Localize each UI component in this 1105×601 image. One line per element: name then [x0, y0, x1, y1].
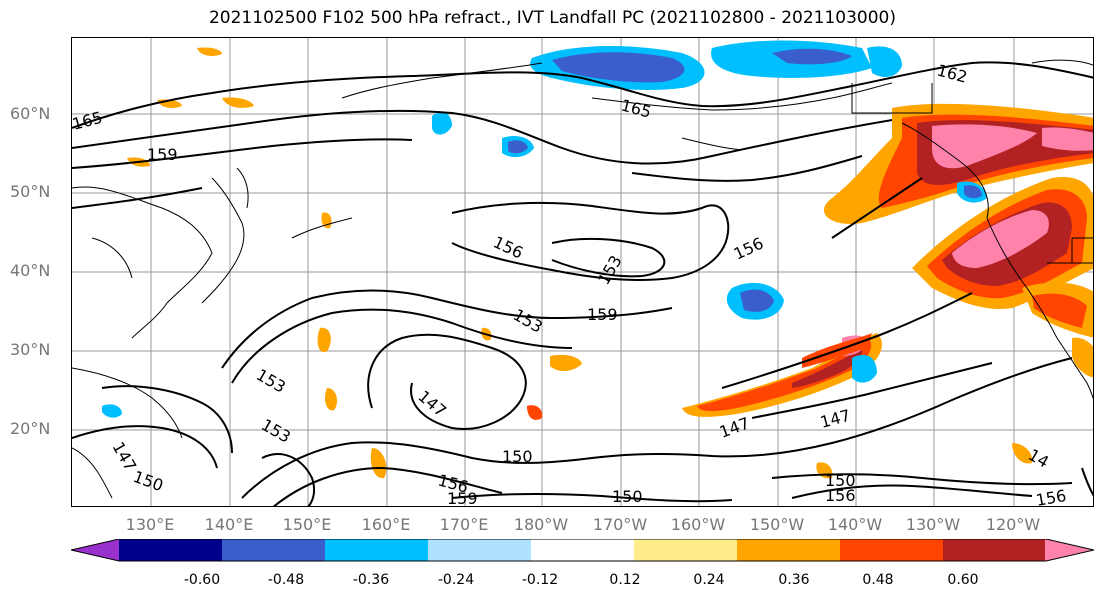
contour-label: 147: [414, 387, 450, 421]
refractivity-contours: [72, 61, 1093, 506]
colorbar-swatch: [428, 539, 532, 561]
colorbar-tick: 0.12: [609, 572, 641, 588]
colorbar-swatch: [222, 539, 326, 561]
contour-label: 150: [825, 471, 856, 490]
lon-label-150e: 150°E: [282, 515, 332, 534]
contour-label: 150: [131, 467, 166, 495]
colorbar-tick: 0.48: [862, 572, 894, 588]
contour-label: 153: [253, 365, 289, 397]
colorbar: [71, 539, 1094, 562]
colorbar-swatches: [71, 539, 1094, 562]
colorbar-swatch: [325, 539, 429, 561]
lon-label-130w: 130°W: [905, 515, 961, 534]
contour-label: 165: [72, 108, 105, 134]
lon-label-180w: 180°W: [513, 515, 569, 534]
contour-label: 156: [1034, 486, 1067, 507]
contour-label: 156: [825, 486, 856, 505]
lon-label-170w: 170°W: [592, 515, 648, 534]
colorbar-extend-min: [71, 539, 120, 561]
colorbar-swatch: [943, 539, 1047, 561]
map-panel: 165 165 162 159 159 156 156 153 153 153 …: [71, 37, 1094, 507]
colorbar-tick: -0.36: [352, 572, 390, 588]
coastlines: [72, 59, 1093, 499]
colorbar-tick: -0.24: [437, 572, 475, 588]
colorbar-tick: 0.24: [693, 572, 725, 588]
colorbar-tick: -0.12: [521, 572, 559, 588]
contour-label: 147: [717, 413, 752, 441]
shaded-field: [102, 40, 1093, 479]
map-title: 2021102500 F102 500 hPa refract., IVT La…: [208, 8, 896, 28]
colorbar-swatch: [840, 539, 944, 561]
lat-label-60n: 60°N: [10, 104, 51, 123]
lon-label-160e: 160°E: [361, 515, 411, 534]
contour-label: 156: [731, 233, 767, 263]
contour-label: 147: [818, 406, 852, 432]
lat-label-20n: 20°N: [10, 419, 51, 438]
lon-label-120w: 120°W: [985, 515, 1041, 534]
contour-label: 150: [502, 447, 533, 466]
colorbar-tick: -0.60: [183, 572, 221, 588]
colorbar-outline: [71, 539, 1094, 562]
contour-label: 159: [587, 305, 618, 324]
lat-label-40n: 40°N: [10, 261, 51, 280]
colorbar-tick: -0.48: [267, 572, 305, 588]
colorbar-swatch: [531, 539, 635, 561]
contour-label: 159: [447, 489, 478, 507]
contour-label: 153: [510, 305, 546, 337]
colorbar-swatch: [119, 539, 223, 561]
contour-label: 159: [147, 145, 178, 164]
contour-label: 14: [1025, 445, 1052, 472]
contour-label: 150: [612, 487, 643, 506]
colorbar-tick: 0.60: [947, 572, 979, 588]
lon-label-130e: 130°E: [125, 515, 175, 534]
lat-label-50n: 50°N: [10, 182, 51, 201]
colorbar-extend-max: [1045, 539, 1094, 561]
lon-label-160w: 160°W: [670, 515, 726, 534]
lon-label-170e: 170°E: [439, 515, 489, 534]
lon-label-140w: 140°W: [827, 515, 883, 534]
colorbar-tick: 0.36: [778, 572, 810, 588]
map-canvas: 165 165 162 159 159 156 156 153 153 153 …: [72, 38, 1093, 507]
colorbar-swatch: [634, 539, 738, 561]
colorbar-swatch: [737, 539, 841, 561]
lon-label-150w: 150°W: [749, 515, 805, 534]
contour-label: 165: [619, 96, 653, 122]
lon-label-140e: 140°E: [204, 515, 254, 534]
contour-label: 153: [258, 415, 294, 447]
lat-label-30n: 30°N: [10, 340, 51, 359]
